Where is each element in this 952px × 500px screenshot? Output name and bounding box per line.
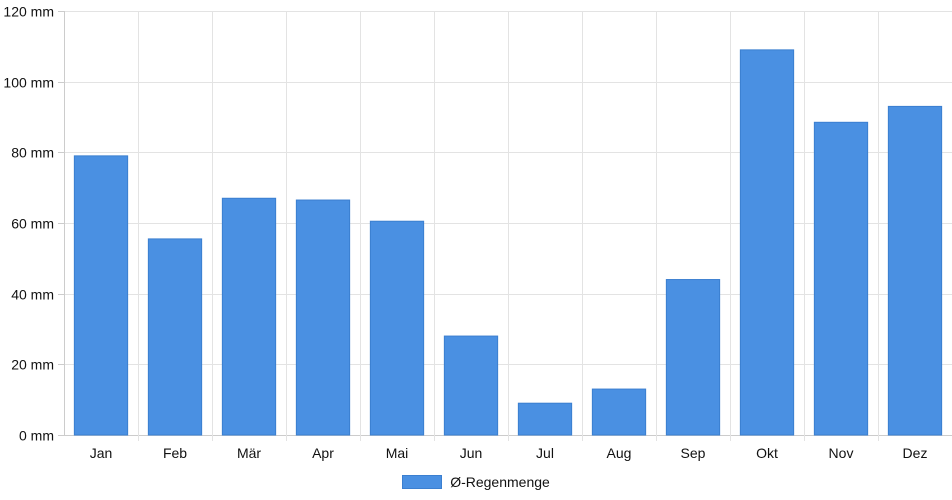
x-tick-label: Mai [386,445,409,461]
legend-item-rainfall[interactable]: Ø-Regenmenge [402,474,550,490]
y-tick-label: 100 mm [3,75,54,91]
x-tick-label: Dez [903,445,928,461]
x-tick-label: Apr [312,445,334,461]
grid-lines [58,11,952,441]
bar-sep [665,279,721,436]
bar-mär [221,197,277,436]
x-axis-tick-labels: Jan Feb Mär Apr Mai Jun Jul Aug Sep Okt Nov Dez [90,445,928,461]
legend-label: Ø-Regenmenge [450,474,550,490]
x-tick-label: Mär [237,445,261,461]
y-tick-label: 20 mm [11,357,54,373]
y-tick-label: 60 mm [11,216,54,232]
bar-jan [73,155,129,436]
y-axis-tick-labels: 0 mm 20 mm 40 mm 60 mm 80 mm 100 mm 120 mm [3,4,54,444]
bar-dez [887,105,943,436]
x-tick-label: Jul [536,445,554,461]
y-tick-label: 120 mm [3,4,54,20]
bar-jun [443,335,499,436]
x-tick-label: Okt [756,445,778,461]
bar-aug [591,388,647,436]
legend[interactable]: Ø-Regenmenge [0,472,952,492]
bar-jul [517,402,573,436]
bars [73,49,943,436]
bar-mai [369,220,425,436]
x-tick-label: Jun [460,445,483,461]
y-tick-label: 40 mm [11,287,54,303]
x-tick-label: Feb [163,445,187,461]
y-tick-label: 0 mm [19,428,54,444]
x-tick-label: Jan [90,445,113,461]
x-tick-label: Nov [829,445,854,461]
x-tick-label: Aug [607,445,632,461]
bar-apr [295,199,351,436]
bar-feb [147,238,203,436]
bar-okt [739,49,795,436]
y-tick-label: 80 mm [11,145,54,161]
bar-nov [813,121,869,436]
x-tick-label: Sep [681,445,706,461]
legend-swatch [402,475,443,489]
